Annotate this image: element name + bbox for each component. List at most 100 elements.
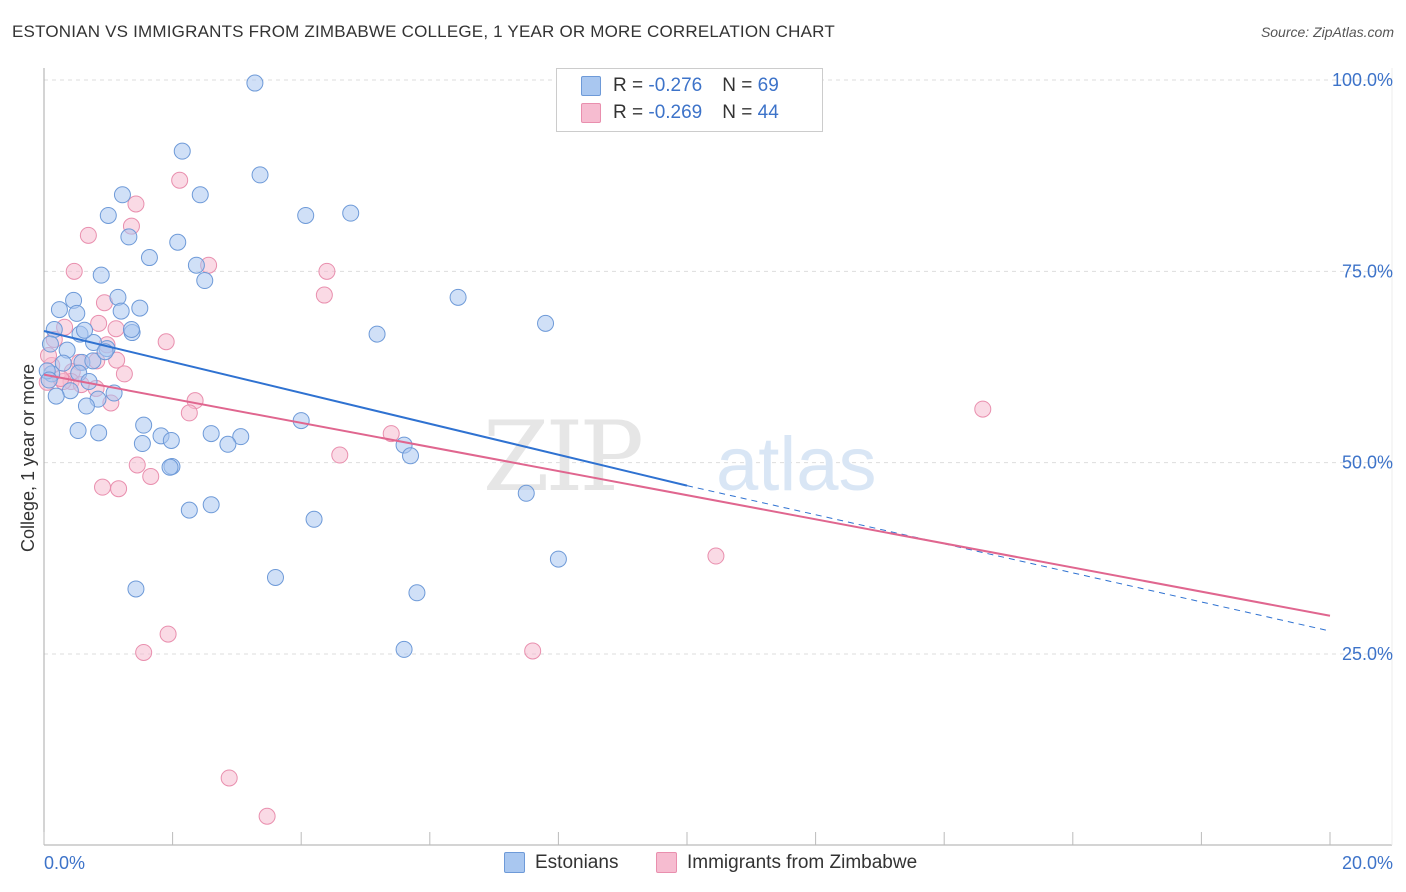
- estonian-point: [61, 382, 79, 400]
- legend-r-label: R =: [613, 102, 649, 123]
- estonian-point: [112, 302, 130, 320]
- watermark-atlas: atlas: [716, 422, 877, 507]
- gridlines: [44, 79, 1392, 655]
- zimbabwe-point: [110, 480, 128, 498]
- zimbabwe-point: [79, 226, 97, 244]
- zimbabwe-point: [108, 351, 126, 369]
- estonian-point: [266, 568, 284, 586]
- legend-r-value: -0.269: [648, 102, 703, 123]
- estonian-point: [449, 288, 467, 306]
- estonian-point: [69, 422, 87, 440]
- zimbabwe-point: [107, 320, 125, 338]
- x-tick-label: 0.0%: [44, 853, 85, 873]
- estonian-point: [40, 371, 58, 389]
- zimbabwe-point: [128, 456, 146, 474]
- legend-swatch-blue: [581, 75, 601, 96]
- zimbabwe-point: [707, 547, 725, 565]
- estonian-point: [173, 142, 191, 160]
- legend-series-name: Estonians: [535, 852, 619, 873]
- estonian-point: [180, 501, 198, 519]
- y-tick-label: 100.0%: [1332, 70, 1393, 90]
- estonian-point: [191, 186, 209, 204]
- series-legend: Estonians Immigrants from Zimbabwe: [0, 852, 1406, 878]
- zimbabwe-point: [94, 478, 112, 496]
- estonian-point: [113, 186, 131, 204]
- estonian-point: [292, 412, 310, 430]
- zimbabwe-point: [159, 625, 177, 643]
- legend-series-name: Immigrants from Zimbabwe: [687, 852, 918, 873]
- estonian-point: [47, 387, 65, 405]
- y-tick-label: 50.0%: [1342, 453, 1393, 473]
- zimbabwe-point: [974, 400, 992, 418]
- y-axis-title: College, 1 year or more: [18, 364, 38, 552]
- estonian-point: [84, 352, 102, 370]
- estonian-point: [219, 435, 237, 453]
- estonian-point: [68, 304, 86, 322]
- legend-n-value: 44: [757, 102, 779, 123]
- estonian-point: [140, 249, 158, 267]
- legend-row-estonians: R = -0.276 N = 69: [581, 75, 779, 101]
- estonian-point: [169, 233, 187, 251]
- estonian-point: [402, 447, 420, 465]
- estonian-point: [342, 204, 360, 222]
- estonian-point: [297, 206, 315, 224]
- estonian-point: [41, 335, 59, 353]
- legend-row-zimbabwe: R = -0.269 N = 44: [581, 102, 779, 128]
- estonian-point: [135, 416, 153, 434]
- zimbabwe-point: [315, 286, 333, 304]
- estonian-point: [232, 428, 250, 446]
- zimbabwe-point: [135, 643, 153, 661]
- legend-r-label: R =: [613, 75, 649, 96]
- legend-n-value: 69: [757, 75, 779, 96]
- stats-legend: R = -0.276 N = 69 R = -0.269 N = 44: [556, 68, 823, 132]
- estonian-point: [99, 206, 117, 224]
- estonian-point: [305, 510, 323, 528]
- estonian-point: [54, 354, 72, 372]
- estonians-trend-extension: [686, 485, 1331, 632]
- estonian-point: [537, 314, 555, 332]
- estonian-point: [517, 484, 535, 502]
- zimbabwe-point: [331, 446, 349, 464]
- estonian-point: [50, 301, 68, 319]
- zimbabwe-point: [258, 807, 276, 825]
- estonian-point: [161, 458, 179, 476]
- zimbabwe-point: [127, 195, 145, 213]
- legend-swatch-pink: [581, 102, 601, 123]
- zimbabwe-trend-line: [43, 373, 1331, 617]
- watermark-zip: ZIP: [483, 401, 642, 513]
- legend-item-estonians[interactable]: Estonians: [504, 852, 618, 874]
- legend-n-label: N =: [722, 75, 758, 96]
- estonian-point: [549, 550, 567, 568]
- estonian-point: [109, 288, 127, 306]
- estonians-trend-line: [43, 330, 688, 487]
- estonian-point: [133, 435, 151, 453]
- y-tick-label: 25.0%: [1342, 644, 1393, 664]
- estonian-point: [246, 74, 264, 92]
- x-tick-label: 20.0%: [1342, 853, 1393, 873]
- zimbabwe-point: [157, 333, 175, 351]
- estonian-point: [122, 320, 140, 338]
- estonian-point: [395, 640, 413, 658]
- estonian-point: [127, 580, 145, 598]
- legend-r-value: -0.276: [648, 75, 703, 96]
- source-label: Source: ZipAtlas.com: [1260, 24, 1394, 40]
- zimbabwe-point: [382, 425, 400, 443]
- estonian-point: [120, 228, 138, 246]
- estonian-point: [162, 431, 180, 449]
- axes: [43, 68, 1393, 846]
- tick-labels: 100.0% 75.0% 50.0% 25.0% 0.0% 20.0%: [44, 70, 1393, 873]
- legend-n-label: N =: [722, 102, 758, 123]
- estonian-point: [131, 299, 149, 317]
- zimbabwe-point: [65, 262, 83, 280]
- legend-swatch-blue: [504, 852, 525, 874]
- estonian-point: [77, 397, 95, 415]
- watermark: ZIP atlas: [483, 401, 877, 513]
- estonian-point: [76, 321, 94, 339]
- estonian-point: [196, 272, 214, 290]
- estonian-point: [187, 256, 205, 274]
- legend-item-zimbabwe[interactable]: Immigrants from Zimbabwe: [656, 852, 917, 874]
- legend-swatch-pink: [656, 852, 677, 874]
- zimbabwe-point: [524, 642, 542, 660]
- chart-title: ESTONIAN VS IMMIGRANTS FROM ZIMBABWE COL…: [12, 22, 835, 41]
